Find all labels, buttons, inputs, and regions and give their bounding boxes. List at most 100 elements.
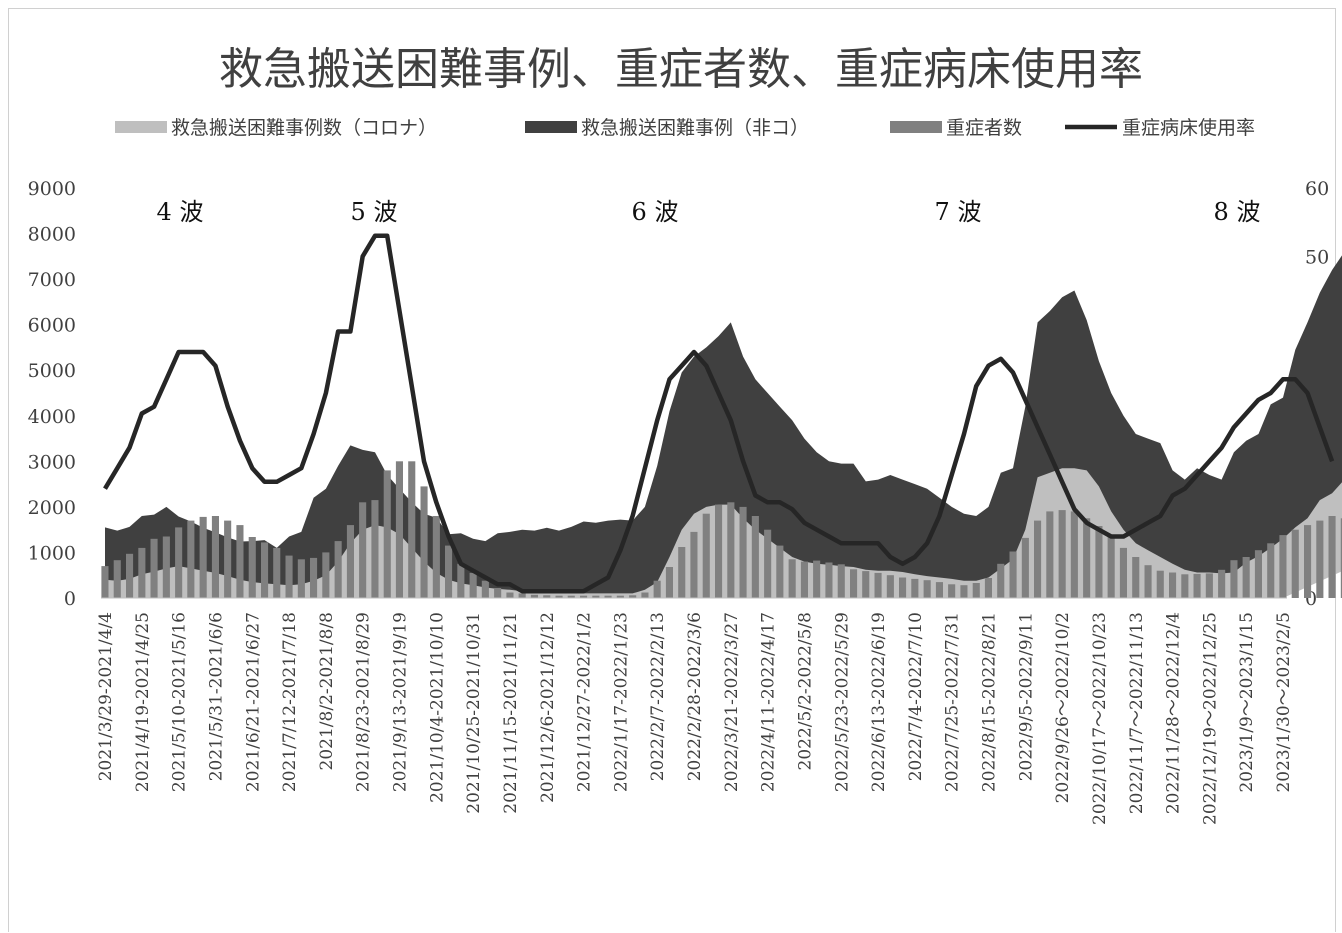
x-tick-label: 2021/12/6-2021/12/12 — [538, 612, 558, 803]
y-left-tick: 0 — [64, 588, 76, 610]
x-tick-label: 2021/6/21-2021/6/27 — [243, 612, 263, 792]
bar-severe-cases — [346, 525, 354, 598]
bar-severe-cases — [199, 516, 207, 598]
bar-severe-cases — [359, 502, 367, 598]
x-tick-label: 2021/8/2-2021/8/8 — [317, 612, 337, 770]
bar-severe-cases — [1070, 511, 1078, 598]
bar-severe-cases — [1230, 560, 1238, 598]
wave-label: 5 波 — [351, 198, 398, 226]
legend-swatch — [525, 121, 577, 133]
bar-severe-cases — [776, 545, 784, 598]
bar-severe-cases — [984, 578, 992, 598]
bar-severe-cases — [837, 564, 845, 598]
bar-severe-cases — [126, 553, 134, 598]
x-tick-label: 2021/9/13-2021/9/19 — [391, 612, 411, 792]
bar-severe-cases — [1119, 547, 1127, 598]
bar-severe-cases — [1107, 535, 1115, 598]
line-severe-bed-usage — [103, 233, 1335, 594]
x-tick-label: 2022/2/7-2022/2/13 — [648, 612, 668, 781]
bar-severe-cases — [727, 502, 735, 598]
bar-severe-cases — [1132, 557, 1140, 598]
bar-severe-cases — [1205, 573, 1213, 598]
bar-severe-cases — [739, 506, 747, 598]
wave-label: 7 波 — [935, 198, 982, 226]
legend-label: 重症者数 — [946, 117, 1022, 139]
bar-severe-cases — [641, 592, 649, 598]
bar-severe-cases — [972, 583, 980, 598]
bar-severe-cases — [800, 561, 808, 598]
bar-severe-cases — [850, 569, 858, 598]
bar-severe-cases — [285, 555, 293, 598]
bar-severe-cases — [236, 525, 244, 598]
bar-severe-cases — [997, 563, 1005, 598]
wave-label: 4 波 — [157, 198, 204, 226]
bar-severe-cases — [702, 513, 710, 598]
x-tick-label: 2022/1/17-2022/1/23 — [611, 612, 631, 792]
bar-severe-cases — [432, 516, 440, 598]
bar-severe-cases — [1193, 573, 1201, 598]
bar-severe-cases — [1218, 569, 1226, 598]
bar-severe-cases — [150, 538, 158, 598]
bar-severe-cases — [948, 584, 956, 598]
x-tick-label: 2022/12/19～2022/12/25 — [1200, 612, 1220, 825]
x-tick-label: 2022/7/4-2022/7/10 — [906, 612, 926, 781]
y-left-tick: 1000 — [28, 542, 76, 564]
x-tick-label: 2021/11/15-2021/11/21 — [501, 612, 521, 814]
bar-severe-cases — [138, 547, 146, 598]
x-tick-label: 2022/3/21-2022/3/27 — [722, 612, 742, 792]
bar-severe-cases — [1304, 525, 1312, 598]
x-tick-label: 2021/8/23-2021/8/29 — [354, 612, 374, 792]
bar-severe-cases — [1009, 551, 1017, 598]
y-left-tick: 8000 — [28, 224, 76, 246]
x-tick-label: 2023/1/30～2023/2/5 — [1274, 612, 1294, 793]
bar-severe-cases — [874, 572, 882, 598]
bar-severe-cases — [764, 529, 772, 598]
bar-severe-cases — [1316, 520, 1324, 598]
bar-severe-cases — [1328, 516, 1336, 598]
bar-severe-cases — [248, 537, 256, 598]
legend-swatch — [115, 121, 167, 133]
bar-severe-cases — [1340, 518, 1342, 598]
bar-severe-cases — [162, 536, 170, 598]
bar-severe-cases — [211, 516, 219, 598]
bar-severe-cases — [751, 516, 759, 598]
bar-severe-cases — [1169, 572, 1177, 598]
y-left-tick: 2000 — [28, 497, 76, 519]
y-left-tick: 9000 — [28, 178, 76, 200]
bar-severe-cases — [911, 578, 919, 598]
x-tick-label: 2021/7/12-2021/7/18 — [280, 612, 300, 792]
bar-severe-cases — [567, 595, 575, 598]
x-tick-label: 2022/7/25-2022/7/31 — [943, 612, 963, 792]
bar-severe-cases — [960, 585, 968, 598]
y-right-tick: 60 — [1305, 178, 1329, 200]
bar-severe-cases — [592, 595, 600, 598]
bar-severe-cases — [395, 461, 403, 598]
x-tick-label: 2021/10/25-2021/10/31 — [464, 612, 484, 814]
x-tick-label: 2021/12/27-2022/1/2 — [575, 612, 595, 792]
bar-severe-cases — [616, 595, 624, 598]
x-tick-label: 2022/6/13-2022/6/19 — [869, 612, 889, 792]
bar-severe-cases — [101, 566, 109, 598]
x-tick-label: 2022/5/23-2022/5/29 — [832, 612, 852, 792]
x-tick-label: 2022/9/5-2022/9/11 — [1016, 612, 1036, 781]
bar-severe-cases — [555, 595, 563, 598]
legend-label: 救急搬送困難事例（非コ） — [581, 117, 809, 139]
bar-severe-cases — [653, 580, 661, 598]
bar-severe-cases — [408, 461, 416, 598]
y-left-tick: 5000 — [28, 360, 76, 382]
plot-area: 0100020003000400050006000700080009000010… — [28, 178, 1342, 825]
x-tick-label: 2022/5/2-2022/5/8 — [795, 612, 815, 770]
wave-label: 8 波 — [1214, 198, 1261, 226]
bar-severe-cases — [543, 595, 551, 598]
legend-swatch — [890, 121, 942, 133]
bar-severe-cases — [899, 577, 907, 598]
bar-severe-cases — [1058, 510, 1066, 598]
bar-severe-cases — [862, 571, 870, 598]
bar-severe-cases — [420, 486, 428, 598]
bar-severe-cases — [297, 559, 305, 598]
bar-severe-cases — [1034, 520, 1042, 598]
bar-severe-cases — [383, 470, 391, 598]
wave-label: 6 波 — [632, 198, 679, 226]
x-tick-label: 2022/8/15-2022/8/21 — [980, 612, 1000, 792]
bar-severe-cases — [1046, 511, 1054, 598]
